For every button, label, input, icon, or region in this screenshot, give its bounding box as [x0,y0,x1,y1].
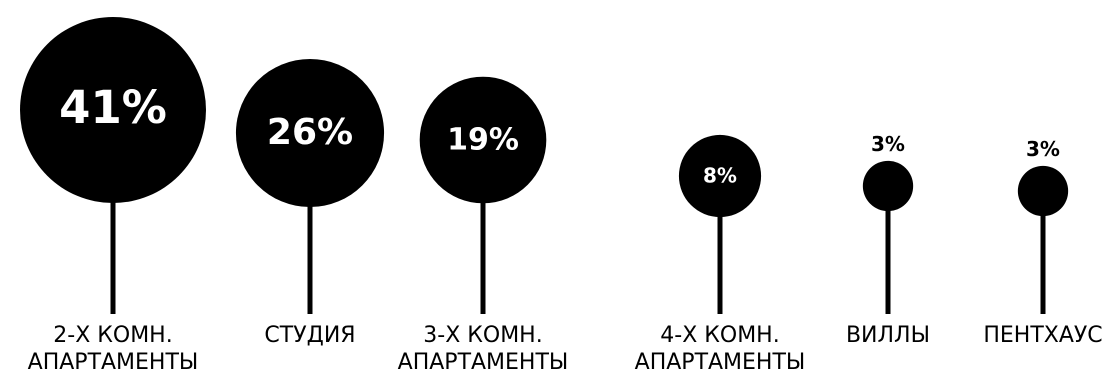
category-label-2-line-0: 3-Х КОМН. [423,323,542,348]
bubble-0 [20,17,206,203]
category-label-2-line-1: АПАРТАМЕНТЫ [398,350,569,375]
bubbles-layer [20,17,1069,218]
bubble-3 [678,134,762,218]
bubble-2 [419,76,547,204]
category-label-0-line-1: АПАРТАМЕНТЫ [28,350,199,375]
category-label-3-line-1: АПАРТАМЕНТЫ [635,350,806,375]
category-label-5-line-0: ПЕНТХАУС [983,323,1102,348]
bubble-4 [862,160,914,212]
bubble-5 [1017,165,1069,217]
category-label-1-line-0: СТУДИЯ [264,323,355,348]
value-label-2: 19% [447,123,519,158]
value-label-5: 3% [1026,137,1060,161]
category-label-3-line-0: 4-Х КОМН. [660,323,779,348]
category-label-0-line-0: 2-Х КОМН. [53,323,172,348]
category-label-4-line-0: ВИЛЛЫ [846,323,930,348]
value-label-0: 41% [59,81,167,134]
bubble-1 [235,58,385,208]
value-label-3: 8% [703,164,737,188]
value-label-1: 26% [267,112,353,153]
value-labels-layer: 41% 26% 19% 8% 3% 3% [59,81,1060,188]
value-label-4: 3% [871,132,905,156]
